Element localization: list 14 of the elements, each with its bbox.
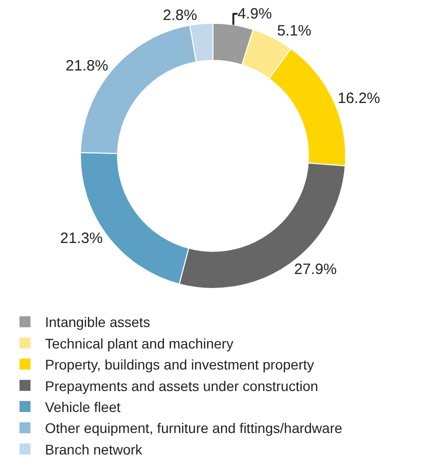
legend-label: Other equipment, furniture and fittings/hardware <box>45 420 342 436</box>
legend-label: Intangible assets <box>45 314 150 330</box>
data-label: 21.3% <box>60 230 103 248</box>
data-label: 5.1% <box>277 22 312 40</box>
legend-label: Property, buildings and investment property <box>45 356 314 373</box>
data-label: 21.8% <box>66 57 108 74</box>
legend-label: Technical plant and machinery <box>45 335 234 352</box>
data-label: 27.9% <box>294 261 337 278</box>
data-label: 16.2% <box>338 90 380 108</box>
legend-label: Vehicle fleet <box>45 399 121 415</box>
data-label: 4.9% <box>238 5 272 22</box>
legend-label: Prepayments and assets under construction <box>45 378 318 394</box>
legend-label: Branch network <box>45 441 144 458</box>
data-label: 2.8% <box>162 6 198 24</box>
